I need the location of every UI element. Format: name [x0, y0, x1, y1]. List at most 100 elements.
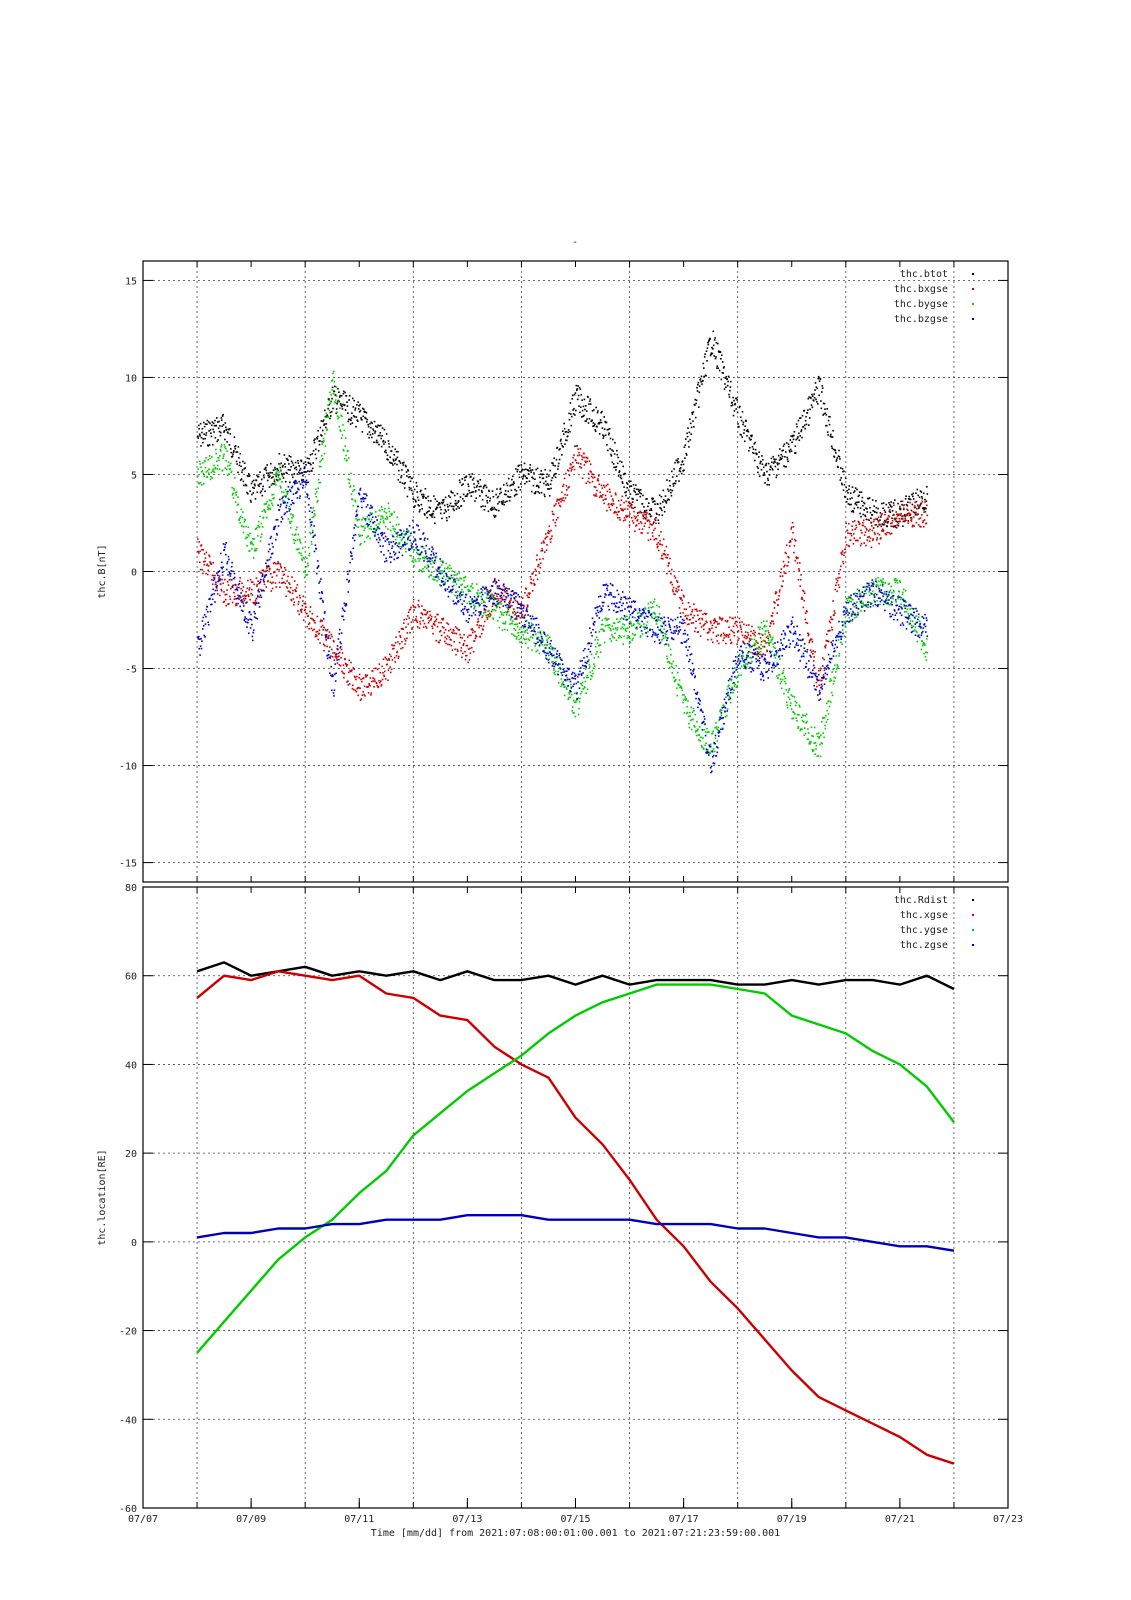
data-point: [646, 512, 648, 514]
data-point: [761, 628, 764, 630]
data-point: [642, 517, 645, 520]
data-point: [798, 704, 801, 707]
data-point: [594, 495, 596, 497]
data-point: [197, 435, 199, 437]
data-point: [916, 631, 918, 633]
data-point: [229, 433, 232, 435]
data-point: [513, 623, 516, 626]
data-point: [830, 626, 833, 629]
data-point: [459, 496, 462, 498]
data-point: [256, 491, 259, 494]
data-point: [255, 577, 258, 579]
data-point: [865, 544, 867, 547]
data-point: [454, 579, 457, 582]
data-point: [590, 653, 593, 656]
data-point: [849, 492, 852, 494]
data-point: [542, 631, 545, 633]
data-point: [501, 503, 504, 505]
data-point: [394, 642, 397, 644]
data-point: [722, 372, 724, 374]
data-point: [451, 591, 453, 594]
data-point: [445, 638, 448, 640]
data-point: [609, 509, 612, 511]
data-point: [662, 637, 665, 639]
data-point: [571, 706, 574, 708]
data-point: [820, 407, 823, 410]
data-point: [297, 459, 299, 462]
data-point: [786, 704, 788, 706]
data-point: [660, 625, 662, 627]
data-point: [559, 498, 561, 500]
data-point: [345, 454, 347, 457]
data-point: [275, 586, 278, 588]
data-point: [256, 526, 259, 529]
data-point: [801, 598, 804, 600]
data-point: [234, 501, 237, 503]
data-point: [375, 528, 378, 531]
data-point: [619, 476, 622, 479]
data-point: [902, 525, 904, 527]
data-point: [454, 594, 456, 597]
data-point: [514, 488, 516, 491]
data-point: [686, 711, 689, 714]
data-point: [254, 602, 256, 604]
data-point: [892, 502, 895, 504]
data-point: [903, 588, 905, 591]
data-point: [841, 550, 844, 552]
data-point: [484, 592, 487, 594]
data-point: [863, 542, 865, 544]
data-point: [827, 419, 830, 422]
data-point: [210, 435, 213, 438]
data-point: [774, 657, 777, 659]
data-point: [574, 715, 577, 718]
data-point: [629, 485, 631, 487]
data-point: [709, 629, 711, 632]
data-point: [412, 619, 414, 621]
data-point: [225, 426, 227, 429]
data-point: [425, 627, 428, 629]
data-point: [573, 407, 575, 410]
data-point: [221, 567, 223, 570]
data-point: [475, 497, 478, 499]
data-point: [281, 466, 284, 468]
data-point: [504, 591, 506, 593]
data-point: [420, 617, 422, 619]
data-point: [341, 652, 344, 654]
data-point: [647, 505, 649, 508]
data-point: [425, 497, 428, 499]
data-point: [836, 666, 839, 669]
data-point: [880, 580, 883, 583]
data-point: [486, 594, 489, 597]
data-point: [805, 415, 807, 418]
data-point: [420, 503, 423, 506]
data-point: [439, 503, 441, 505]
data-point: [338, 655, 340, 657]
data-point: [918, 634, 920, 636]
data-point: [527, 638, 530, 640]
data-point: [427, 569, 430, 571]
data-point: [742, 423, 744, 426]
data-point: [449, 638, 451, 641]
data-point: [266, 506, 269, 508]
data-point: [553, 513, 555, 516]
data-point: [791, 695, 794, 697]
data-point: [333, 380, 336, 383]
data-point: [218, 420, 220, 423]
data-point: [624, 508, 626, 510]
data-point: [275, 478, 278, 481]
data-point: [239, 461, 241, 464]
data-point: [268, 476, 270, 479]
data-point: [527, 473, 530, 475]
data-point: [360, 698, 363, 700]
data-point: [843, 483, 846, 486]
data-point: [657, 616, 659, 618]
data-point: [532, 579, 535, 581]
data-point: [854, 539, 857, 542]
data-point: [877, 520, 880, 523]
data-point: [705, 613, 708, 615]
data-point: [855, 504, 858, 506]
data-point: [215, 452, 218, 455]
data-point: [583, 464, 586, 466]
data-point: [592, 672, 594, 675]
data-point: [202, 441, 204, 444]
